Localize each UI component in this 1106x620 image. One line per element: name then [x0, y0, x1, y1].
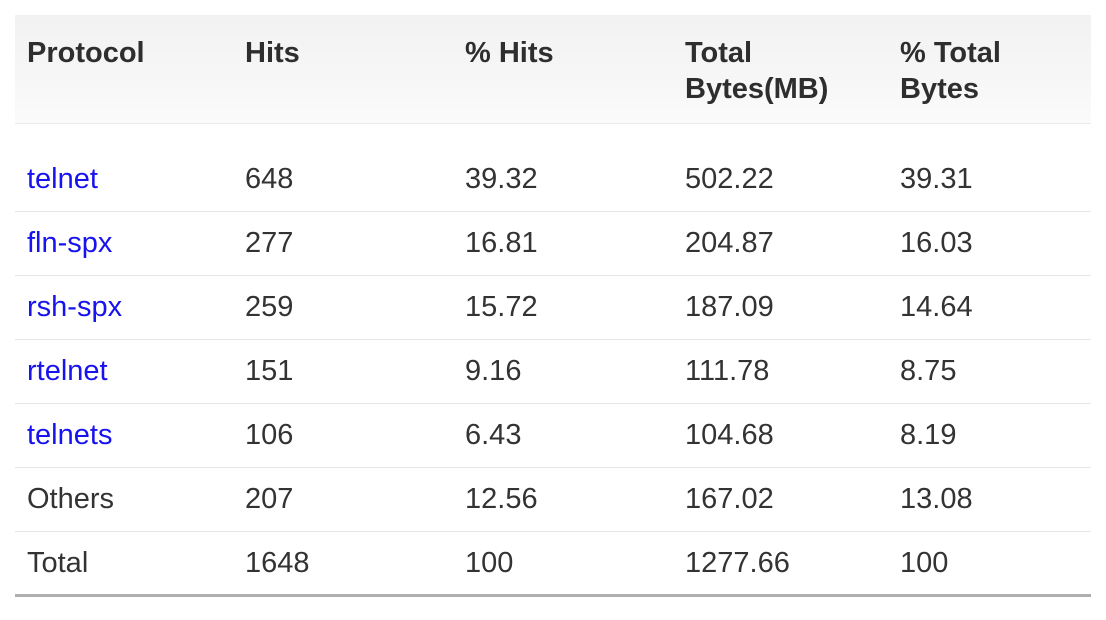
pct-hits-cell: 9.16	[453, 339, 673, 404]
protocol-label-total: Total	[27, 546, 89, 579]
protocol-cell: Total	[15, 531, 233, 597]
protocol-label-others: Others	[27, 483, 115, 515]
total-bytes-cell: 104.68	[673, 403, 888, 468]
pct-total-bytes-cell: 14.64	[888, 275, 1091, 340]
column-header-total-bytes: Total Bytes(MB)	[673, 15, 888, 124]
pct-total-bytes-cell: 8.19	[888, 403, 1091, 468]
protocol-cell: fln-spx	[15, 211, 233, 276]
hits-cell: 207	[233, 467, 453, 532]
pct-total-bytes-cell: 16.03	[888, 211, 1091, 276]
pct-hits-cell: 15.72	[453, 275, 673, 340]
column-header-pct-hits: % Hits	[453, 15, 673, 124]
total-bytes-cell: 111.78	[673, 339, 888, 404]
pct-total-bytes-cell: 100	[888, 531, 1091, 597]
column-header-total-bytes-label: Total Bytes(MB)	[685, 37, 829, 105]
table-row-telnets: telnets 106 6.43 104.68 8.19	[15, 403, 1091, 468]
table-row-telnet: telnet 648 39.32 502.22 39.31	[15, 147, 1091, 212]
hits-cell: 151	[233, 339, 453, 404]
hits-cell: 648	[233, 147, 453, 212]
pct-hits-cell: 12.56	[453, 467, 673, 532]
total-bytes-cell: 204.87	[673, 211, 888, 276]
protocol-cell: telnet	[15, 147, 233, 212]
pct-total-bytes-cell: 8.75	[888, 339, 1091, 404]
table-row-rsh-spx: rsh-spx 259 15.72 187.09 14.64	[15, 275, 1091, 340]
hits-cell: 1648	[233, 531, 453, 597]
total-bytes-cell: 1277.66	[673, 531, 888, 597]
total-bytes-cell: 502.22	[673, 147, 888, 212]
column-header-pct-hits-label: % Hits	[465, 37, 554, 69]
table-row-rtelnet: rtelnet 151 9.16 111.78 8.75	[15, 339, 1091, 404]
table-row-fln-spx: fln-spx 277 16.81 204.87 16.03	[15, 211, 1091, 276]
pct-hits-cell: 100	[453, 531, 673, 597]
pct-hits-cell: 6.43	[453, 403, 673, 468]
column-header-hits: Hits	[233, 15, 453, 124]
header-spacer-row	[15, 124, 1091, 148]
protocol-link-rtelnet[interactable]: rtelnet	[27, 355, 108, 387]
column-header-protocol-label: Protocol	[27, 37, 145, 69]
column-header-hits-label: Hits	[245, 37, 300, 69]
protocol-link-rsh-spx[interactable]: rsh-spx	[27, 291, 123, 323]
column-header-pct-total-bytes-label: % Total Bytes	[900, 37, 1001, 105]
total-bytes-cell: 167.02	[673, 467, 888, 532]
protocol-table: Protocol Hits % Hits Total Bytes(MB) % T…	[15, 15, 1091, 597]
protocol-report-table: Protocol Hits % Hits Total Bytes(MB) % T…	[15, 15, 1091, 597]
table-row-total: Total 1648 100 1277.66 100	[15, 531, 1091, 597]
pct-total-bytes-cell: 13.08	[888, 467, 1091, 532]
protocol-cell: rsh-spx	[15, 275, 233, 340]
protocol-cell: Others	[15, 467, 233, 532]
pct-total-bytes-cell: 39.31	[888, 147, 1091, 212]
protocol-cell: telnets	[15, 403, 233, 468]
column-header-protocol: Protocol	[15, 15, 233, 124]
total-bytes-cell: 187.09	[673, 275, 888, 340]
pct-hits-cell: 16.81	[453, 211, 673, 276]
protocol-link-telnets[interactable]: telnets	[27, 419, 113, 451]
protocol-cell: rtelnet	[15, 339, 233, 404]
hits-cell: 259	[233, 275, 453, 340]
hits-cell: 277	[233, 211, 453, 276]
protocol-link-fln-spx[interactable]: fln-spx	[27, 227, 113, 259]
column-header-pct-total-bytes: % Total Bytes	[888, 15, 1091, 124]
header-row: Protocol Hits % Hits Total Bytes(MB) % T…	[15, 15, 1091, 124]
protocol-link-telnet[interactable]: telnet	[27, 162, 98, 195]
table-row-others: Others 207 12.56 167.02 13.08	[15, 467, 1091, 532]
hits-cell: 106	[233, 403, 453, 468]
pct-hits-cell: 39.32	[453, 147, 673, 212]
